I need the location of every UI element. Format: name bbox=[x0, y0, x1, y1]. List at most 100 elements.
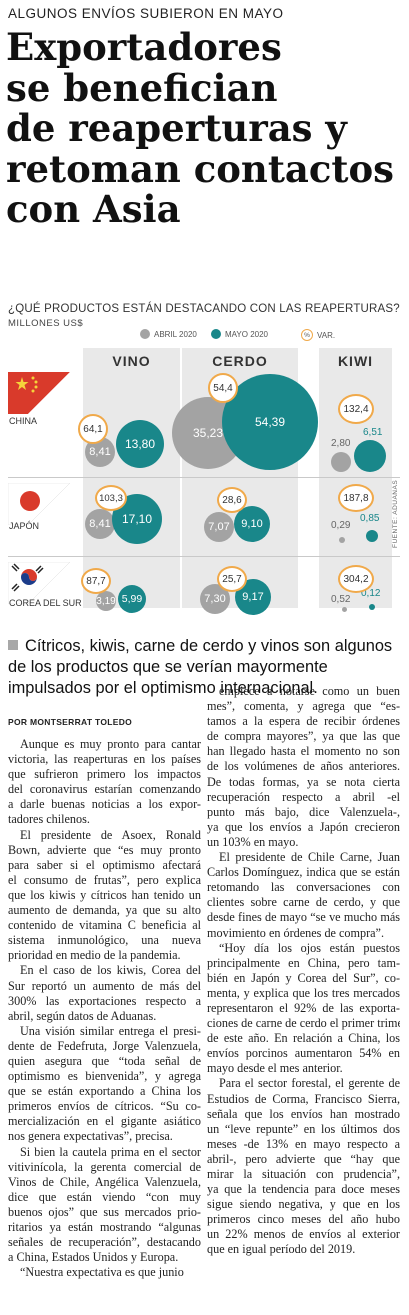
bubble-abril: 3,19 bbox=[96, 591, 116, 611]
headline: Exportadores se benefician de reapertura… bbox=[6, 27, 406, 230]
body-line: a China, Estados Unidos y Europa. bbox=[8, 1250, 179, 1265]
body-line: mercialización en el gigante asiático bbox=[8, 1114, 201, 1129]
body-line: empiece a notarse como un buen bbox=[219, 684, 400, 698]
bubble-abril bbox=[339, 537, 345, 543]
variation-ring: 132,4 bbox=[338, 394, 374, 424]
body-line: “Nuestra expectativa es que junio bbox=[20, 1265, 184, 1280]
square-bullet-icon bbox=[8, 640, 18, 650]
variation-ring: 64,1 bbox=[78, 414, 108, 444]
headline-line: Exportadores bbox=[6, 25, 282, 69]
body-line: sigue siendo negativa, y que en los bbox=[207, 1197, 400, 1212]
body-line: nos genera expectativas”, precisa. bbox=[8, 1129, 173, 1144]
body-line: meses -de 13% en mayo respecto a bbox=[207, 1136, 400, 1151]
body-column-left: Aunque es muy pronto para cantar victoria… bbox=[8, 737, 201, 1280]
body-line: primeros envíos de cítricos. “Su co- bbox=[8, 1099, 201, 1114]
country-label-corea: COREA DEL SUR bbox=[9, 598, 82, 608]
body-line: principalmente en China, pero tam- bbox=[207, 955, 400, 970]
bubble-abril: 7,07 bbox=[204, 512, 234, 542]
body-line: prioridad en medio de la pandemia. bbox=[8, 948, 181, 963]
body-line: aumento de demanda, ya que su alto bbox=[8, 903, 201, 918]
column-header-cerdo: CERDO bbox=[212, 353, 268, 369]
value-abril: 2,80 bbox=[331, 438, 351, 449]
body-line: un 22% menos de envíos al exterior bbox=[207, 1227, 400, 1242]
headline-line: retoman contactos bbox=[6, 146, 395, 191]
body-line: Una visión similar entrega el presi- bbox=[20, 1023, 201, 1038]
body-line: buenos ojos” que sus mercados prio- bbox=[8, 1204, 201, 1219]
body-paragraph: empiece a notarse como un buen mes”, come… bbox=[207, 684, 400, 850]
legend-var: % VAR. bbox=[301, 329, 335, 341]
infographic-title: ¿QUÉ PRODUCTOS ESTÁN DESTACANDO CON LAS … bbox=[8, 303, 400, 315]
infographic-unit: MILLONES US$ bbox=[8, 318, 84, 329]
column-bg-kiwi bbox=[319, 348, 392, 608]
body-line: envíos porcinos aumentaron 54% en bbox=[207, 1046, 400, 1061]
body-line: menta, y explica que los tres mercados bbox=[207, 985, 400, 1000]
body-line: Para el sector forestal, el gerente de bbox=[219, 1076, 400, 1091]
body-line: punto más bajo, dice Valenzuela-, bbox=[207, 804, 400, 819]
bubble-mayo: 13,80 bbox=[116, 420, 164, 468]
column-header-vino: VINO bbox=[112, 353, 151, 369]
body-paragraph: Si bien la cautela prima en el sector vit… bbox=[8, 1145, 201, 1266]
bubble-abril bbox=[331, 452, 351, 472]
body-line: el consumo de frutas”, pero explica bbox=[8, 872, 201, 887]
bubble-mayo bbox=[369, 604, 375, 610]
body-line: mayo desde el mes anterior. bbox=[207, 1061, 343, 1076]
source-note: FUENTE: ADUANAS bbox=[392, 479, 399, 548]
variation-ring: 87,7 bbox=[81, 568, 111, 594]
country-label-china: CHINA bbox=[9, 416, 38, 426]
body-line: dente de Fedefruta, Jorge Valenzuela, bbox=[8, 1038, 201, 1053]
body-line: abril-, pero advierte que “hay que bbox=[207, 1151, 400, 1166]
body-line: El presidente de Chile Carne, Juan bbox=[219, 850, 400, 865]
japan-flag-icon bbox=[8, 483, 70, 525]
body-paragraph: “Hoy día los ojos están puestos principal… bbox=[207, 941, 400, 1077]
body-line: retomando las conversaciones con bbox=[207, 880, 400, 895]
bubble-mayo: 54,39 bbox=[222, 374, 318, 470]
body-line: mirar la situación con prudencia”, bbox=[207, 1167, 400, 1181]
row-divider bbox=[8, 556, 400, 557]
body-paragraph: El presidente de Chile Carne, Juan Carlos… bbox=[207, 850, 400, 941]
headline-line: con Asia bbox=[6, 187, 181, 231]
variation-ring: 304,2 bbox=[338, 565, 374, 593]
body-paragraph: En el caso de los kiwis, Corea del Sur re… bbox=[8, 963, 201, 1023]
row-divider bbox=[8, 477, 400, 478]
body-line: que se están exportando a China los bbox=[8, 1084, 201, 1099]
body-line: En el caso de los kiwis, Corea del bbox=[20, 963, 201, 978]
body-line: abril, según datos de Aduanas. bbox=[8, 1008, 157, 1023]
china-flag-icon bbox=[8, 372, 70, 414]
body-line: optimismo es bienvenida”, y agrega bbox=[8, 1069, 201, 1084]
body-line: Vinos de Chile, Angélica Valenzuela, bbox=[8, 1174, 201, 1189]
value-abril: 0,29 bbox=[331, 520, 351, 531]
body-line: del coronavirus estarían comenzando bbox=[8, 782, 201, 797]
body-line: primeros cinco meses del año hubo bbox=[207, 1212, 400, 1227]
bubble-mayo bbox=[354, 440, 386, 472]
body-line: ciones de carne de cerdo el primer trime… bbox=[207, 1016, 400, 1031]
body-column-right: empiece a notarse como un buen mes”, come… bbox=[207, 684, 400, 1258]
country-label-japon: JAPÓN bbox=[9, 521, 40, 531]
body-line: a darle buenas noticias a los expor- bbox=[8, 797, 201, 812]
body-line: dice que están viendo “con muy bbox=[8, 1189, 201, 1204]
bubble-abril bbox=[342, 607, 347, 612]
body-line: quien asegura que “toda señal de bbox=[8, 1053, 201, 1068]
headline-line: se benefician bbox=[6, 65, 278, 110]
bubble-mayo bbox=[366, 530, 378, 542]
variation-ring: 28,6 bbox=[217, 487, 247, 513]
body-paragraph: Para el sector forestal, el gerente de Es… bbox=[207, 1076, 400, 1257]
body-line: vitivinícola, la gerenta comercial de bbox=[8, 1159, 201, 1174]
body-paragraph: Aunque es muy pronto para cantar victoria… bbox=[8, 737, 201, 828]
value-mayo: 0,85 bbox=[360, 513, 380, 524]
south-korea-flag-icon bbox=[8, 562, 70, 604]
body-paragraph: Una visión similar entrega el presi-dent… bbox=[8, 1024, 201, 1145]
body-line: movimiento en órdenes de compra”. bbox=[207, 925, 384, 940]
body-line: de los volúmenes de años anteriores. bbox=[207, 759, 400, 774]
headline-line: de reaperturas y bbox=[6, 106, 347, 150]
bubble-mayo: 9,10 bbox=[234, 506, 270, 542]
legend-abril: ABRIL 2020 bbox=[140, 329, 197, 339]
column-bg-vino bbox=[83, 348, 180, 608]
body-line: De todas formas, ya se nota cierta bbox=[207, 774, 400, 789]
value-abril: 0,52 bbox=[331, 594, 351, 605]
body-line: han llegado hasta el momento no son bbox=[207, 744, 400, 759]
body-line: victoria, las reaperturas en los países bbox=[8, 752, 201, 767]
body-line: que los kiwis y cítricos han tenido un bbox=[8, 887, 201, 902]
bubble-abril: 8,41 bbox=[85, 509, 115, 539]
body-line: señala que los envíos han mostrado bbox=[207, 1106, 400, 1121]
body-line: recuperación respecto a abril -el bbox=[207, 789, 400, 804]
